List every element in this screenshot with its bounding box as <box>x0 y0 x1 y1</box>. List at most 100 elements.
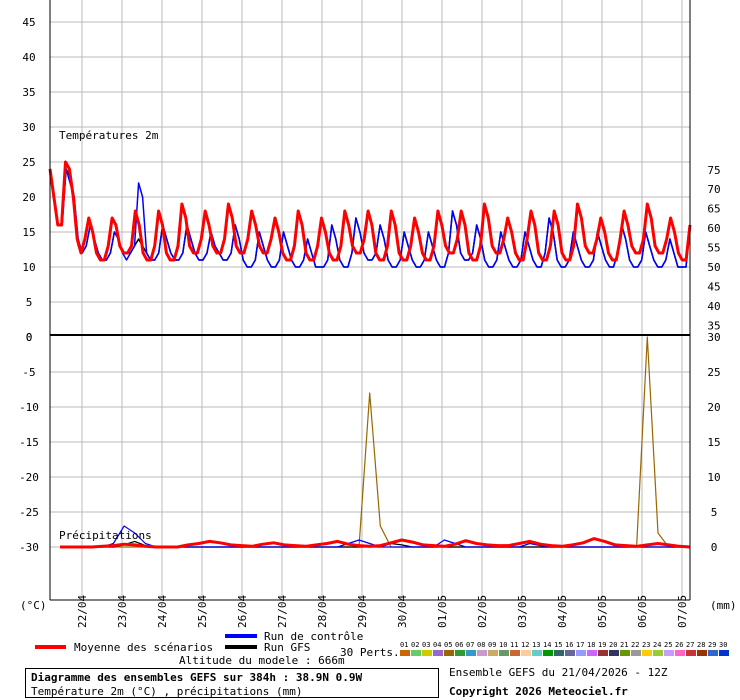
x-tick-label: 26/04 <box>236 595 249 628</box>
legend-gfs-label: Run GFS <box>264 641 310 654</box>
pert-number: 25 <box>664 641 672 649</box>
temp-tick-left: 35 <box>22 86 35 99</box>
prec-tick-left: -15 <box>19 436 39 449</box>
legend-altitude: Altitude du modele : 666m <box>179 654 345 667</box>
pert-swatch <box>587 650 597 656</box>
x-tick-label: 27/04 <box>276 595 289 628</box>
temperature-grid <box>50 0 690 600</box>
x-tick-label: 04/05 <box>556 595 569 628</box>
x-tick-label: 01/05 <box>436 595 449 628</box>
pert-swatch <box>576 650 586 656</box>
pert-number: 11 <box>510 641 518 649</box>
legend-perts-label: 30 Perts. <box>340 646 400 659</box>
x-tick-label: 23/04 <box>116 595 129 628</box>
x-tick-label: 28/04 <box>316 595 329 628</box>
pert-number: 29 <box>708 641 716 649</box>
axis-labels: 4540353025201510507570656055504540350-5-… <box>19 0 721 628</box>
pert-swatch <box>708 650 718 656</box>
x-tick-label: 24/04 <box>156 595 169 628</box>
temp-tick-left: 0 <box>26 331 33 344</box>
pert-swatch <box>477 650 487 656</box>
prec-tick-left: -30 <box>19 541 39 554</box>
footer-subtitle: Température 2m (°C) , précipitations (mm… <box>31 685 303 698</box>
prec-tick-left: -10 <box>19 401 39 414</box>
prec-tick-left: -20 <box>19 471 39 484</box>
prec-tick-right: 20 <box>707 401 720 414</box>
pert-swatch <box>719 650 729 656</box>
prec-tick-left: -25 <box>19 506 39 519</box>
temp-tick-right: 70 <box>707 183 720 196</box>
pert-swatch <box>455 650 465 656</box>
pert-swatch <box>653 650 663 656</box>
temp-tick-left: 45 <box>22 16 35 29</box>
pert-number: 04 <box>433 641 441 649</box>
pert-number: 27 <box>686 641 694 649</box>
x-tick-label: 06/05 <box>636 595 649 628</box>
precipitation-panel-title: Précipitations <box>59 529 152 542</box>
pert-swatch <box>411 650 421 656</box>
x-tick-label: 07/05 <box>676 595 689 628</box>
prec-tick-right: 25 <box>707 366 720 379</box>
pert-swatch <box>554 650 564 656</box>
pert-number: 07 <box>466 641 474 649</box>
legend-mean-label: Moyenne des scénarios <box>74 641 213 654</box>
pert-swatch <box>675 650 685 656</box>
pert-swatch <box>543 650 553 656</box>
pert-swatch <box>400 650 410 656</box>
pert-number: 08 <box>477 641 485 649</box>
temp-tick-right: 50 <box>707 261 720 274</box>
temp-series-line <box>49 168 691 268</box>
pert-swatch <box>631 650 641 656</box>
temp-tick-left: 30 <box>22 121 35 134</box>
temp-tick-right: 60 <box>707 222 720 235</box>
temp-tick-left: 15 <box>22 226 35 239</box>
x-tick-label: 25/04 <box>196 595 209 628</box>
pert-number: 14 <box>543 641 551 649</box>
prec-tick-left: 0 <box>26 331 33 344</box>
pert-number: 13 <box>532 641 540 649</box>
temp-tick-left: 40 <box>22 51 35 64</box>
footer-title: Diagramme des ensembles GEFS sur 384h : … <box>31 671 363 684</box>
prec-tick-right: 0 <box>711 541 718 554</box>
unit-left-label: (°C) <box>20 599 47 612</box>
pert-number: 15 <box>554 641 562 649</box>
pert-number: 23 <box>642 641 650 649</box>
temp-tick-left: 10 <box>22 261 35 274</box>
x-tick-label: 05/05 <box>596 595 609 628</box>
pert-swatch <box>521 650 531 656</box>
pert-swatch <box>609 650 619 656</box>
pert-swatch <box>697 650 707 656</box>
x-tick-label: 22/04 <box>76 595 89 628</box>
pert-swatch <box>433 650 443 656</box>
x-tick-label: 02/05 <box>476 595 489 628</box>
footer-run: Ensemble GEFS du 21/04/2026 - 12Z <box>449 666 668 679</box>
pert-number: 21 <box>620 641 628 649</box>
pert-number: 26 <box>675 641 683 649</box>
pert-number: 22 <box>631 641 639 649</box>
x-tick-label: 30/04 <box>396 595 409 628</box>
pert-number: 06 <box>455 641 463 649</box>
temperature-series <box>48 160 692 268</box>
temp-series-line <box>48 160 692 262</box>
temp-tick-left: 20 <box>22 191 35 204</box>
temp-tick-left: 25 <box>22 156 35 169</box>
pert-number: 16 <box>565 641 573 649</box>
legend: Moyenne des scénarios Run de contrôle Ru… <box>35 630 729 667</box>
footer-box: Diagramme des ensembles GEFS sur 384h : … <box>25 668 439 698</box>
temp-tick-right: 40 <box>707 300 720 313</box>
prec-tick-right: 5 <box>711 506 718 519</box>
pert-number: 20 <box>609 641 617 649</box>
unit-right-label: (mm) <box>710 599 737 612</box>
pert-number: 30 <box>719 641 727 649</box>
pert-number: 03 <box>422 641 430 649</box>
pert-number: 19 <box>598 641 606 649</box>
temp-tick-right: 65 <box>707 203 720 216</box>
pert-number: 24 <box>653 641 661 649</box>
pert-swatch <box>642 650 652 656</box>
prec-series-line <box>60 537 691 549</box>
pert-number: 12 <box>521 641 529 649</box>
temp-tick-left: 5 <box>26 296 33 309</box>
pert-swatch <box>466 650 476 656</box>
prec-tick-right: 10 <box>707 471 720 484</box>
